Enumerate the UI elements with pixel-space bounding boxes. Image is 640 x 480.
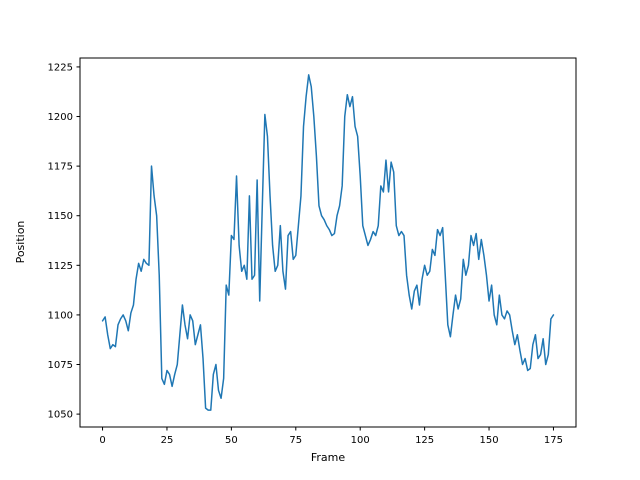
plot-area: 0 25 50 75 100 125 150 175 1050 1075 1100 1125 1150 1… bbox=[48, 57, 577, 446]
x-tick-label: 50 bbox=[225, 435, 238, 446]
x-tick-label: 75 bbox=[289, 435, 302, 446]
y-axis-label: Position bbox=[14, 221, 27, 264]
plot-border bbox=[79, 57, 577, 428]
y-tick-label: 1125 bbox=[48, 261, 73, 272]
y-tick-label: 1225 bbox=[48, 62, 73, 73]
x-axis-label: Frame bbox=[311, 451, 346, 464]
y-tick-label: 1050 bbox=[48, 410, 73, 421]
x-tick-label: 175 bbox=[544, 435, 563, 446]
x-tick-label: 100 bbox=[351, 435, 370, 446]
y-tick-label: 1175 bbox=[48, 162, 73, 173]
y-tick-label: 1150 bbox=[48, 211, 73, 222]
x-tick-label: 0 bbox=[99, 435, 105, 446]
data-series-line bbox=[101, 74, 555, 411]
y-tick-label: 1100 bbox=[48, 310, 73, 321]
x-tick-label: 150 bbox=[479, 435, 498, 446]
x-tick-label: 125 bbox=[415, 435, 434, 446]
y-tick-label: 1200 bbox=[48, 112, 73, 123]
y-tick-label: 1075 bbox=[48, 360, 73, 371]
x-tick-label: 25 bbox=[161, 435, 174, 446]
